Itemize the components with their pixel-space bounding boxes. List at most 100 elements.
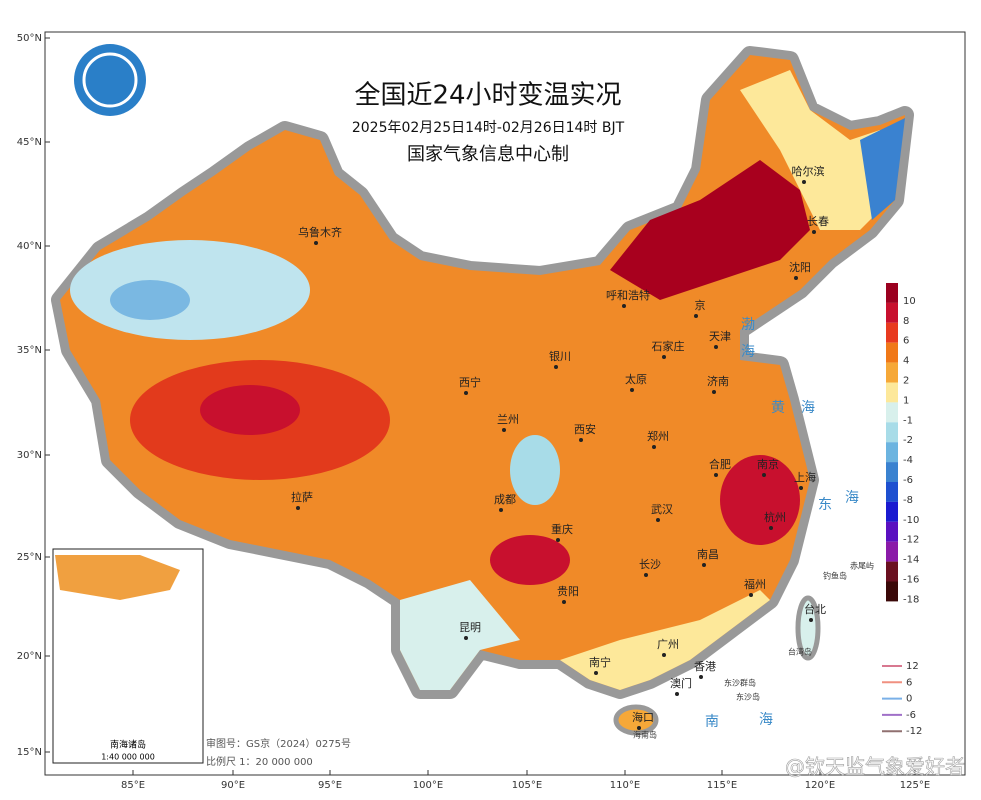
colorbar-label: -16 — [903, 575, 919, 586]
colorbar-label: 1 — [903, 395, 909, 406]
sea-label: 南 — [705, 714, 719, 730]
city-dot — [622, 304, 626, 308]
city-label: 银川 — [549, 349, 571, 363]
city-dot — [296, 506, 300, 510]
warming-area — [720, 455, 800, 545]
city-dot — [694, 314, 698, 318]
city-dot — [712, 390, 716, 394]
city-label: 长沙 — [639, 558, 661, 571]
cooling-area — [400, 580, 520, 690]
city-label: 贵阳 — [557, 585, 579, 598]
city-dot — [499, 508, 503, 512]
logo — [82, 52, 138, 108]
city-label: 西安 — [574, 422, 596, 436]
city-label: 武汉 — [651, 503, 673, 516]
island — [795, 595, 821, 661]
city-label: 郑州 — [647, 429, 669, 443]
subtitle: 2025年02月25日14时-02月26日14时 BJT — [352, 120, 625, 136]
sea-label: 海 — [759, 712, 773, 728]
sea-label: 海 — [845, 490, 859, 506]
lon-label: 115°E — [707, 780, 737, 791]
colorbar-label: -6 — [903, 475, 913, 486]
city-dot — [714, 345, 718, 349]
city-label: 昆明 — [459, 621, 481, 634]
colorbar-swatch — [886, 342, 898, 363]
city-dot — [644, 573, 648, 577]
city-dot — [464, 391, 468, 395]
colorbar-swatch — [886, 442, 898, 463]
place-label: 海南岛 — [633, 730, 657, 740]
city-label: 台北 — [804, 602, 826, 616]
colorbar-label: -1 — [903, 415, 913, 426]
city-dot — [630, 388, 634, 392]
city-dot — [594, 671, 598, 675]
cooling-area — [70, 240, 310, 340]
city-dot — [637, 726, 641, 730]
city-dot — [699, 675, 703, 679]
city-dot — [809, 618, 813, 622]
city-label: 石家庄 — [652, 339, 685, 353]
lat-label: 15°N — [17, 747, 42, 758]
contour-legend-label: -6 — [906, 710, 916, 721]
colorbar-swatch — [886, 322, 898, 343]
lat-label: 20°N — [17, 651, 42, 662]
colorbar-label: 6 — [903, 336, 909, 347]
city-label: 呼和浩特 — [606, 288, 650, 302]
city-dot — [675, 692, 679, 696]
city-label: 广州 — [657, 638, 679, 651]
city-label: 太原 — [625, 373, 647, 386]
colorbar-label: -10 — [903, 515, 919, 526]
title: 全国近24小时变温实况 — [354, 81, 621, 111]
place-label: 台湾岛 — [788, 647, 812, 657]
colorbar-swatch — [886, 422, 898, 443]
city-label: 哈尔滨 — [792, 164, 825, 178]
city-label: 西宁 — [459, 375, 481, 389]
city-dot — [769, 526, 773, 530]
city-dot — [314, 241, 318, 245]
colorbar-swatch — [886, 462, 898, 482]
colorbar-swatch — [886, 521, 898, 542]
city-dot — [652, 445, 656, 449]
lon-label: 100°E — [413, 780, 443, 791]
lat-label: 30°N — [17, 450, 42, 461]
colorbar-swatch — [886, 402, 898, 423]
city-label: 重庆 — [551, 522, 573, 536]
city-dot — [702, 563, 706, 567]
city-dot — [554, 365, 558, 369]
city-dot — [579, 438, 583, 442]
lat-label: 25°N — [17, 552, 42, 563]
city-label: 天津 — [709, 330, 731, 343]
city-label: 合肥 — [709, 457, 731, 471]
colorbar-swatch — [886, 283, 898, 303]
colorbar-label: -18 — [903, 594, 919, 605]
city-label: 澳门 — [670, 676, 692, 690]
city-dot — [662, 355, 666, 359]
city-dot — [749, 593, 753, 597]
city-dot — [802, 180, 806, 184]
lon-label: 95°E — [318, 780, 342, 791]
watermark: @钦天监气象爱好者 — [785, 755, 965, 779]
lat-label: 45°N — [17, 137, 42, 148]
mild-area — [560, 590, 770, 690]
inset-title: 南海诸岛 — [110, 739, 146, 751]
city-label: 杭州 — [764, 510, 786, 524]
island — [613, 704, 659, 736]
colorbar-swatch — [886, 302, 898, 323]
lon-label: 90°E — [221, 780, 245, 791]
city-label: 成都 — [494, 493, 516, 506]
place-label: 钓鱼岛 — [823, 571, 847, 581]
city-label: 香港 — [694, 660, 716, 673]
city-label: 乌鲁木齐 — [298, 225, 342, 239]
city-label: 济南 — [707, 374, 729, 388]
contour-legend-label: 6 — [906, 677, 912, 688]
cooling-area — [510, 435, 560, 505]
inset-scale: 1:40 000 000 — [101, 753, 155, 762]
cooling-area — [860, 118, 905, 220]
city-dot — [662, 653, 666, 657]
city-dot — [502, 428, 506, 432]
sea-label: 渤 — [741, 317, 755, 333]
lat-label: 35°N — [17, 345, 42, 356]
city-dot — [562, 600, 566, 604]
colorbar-label: -8 — [903, 495, 913, 506]
